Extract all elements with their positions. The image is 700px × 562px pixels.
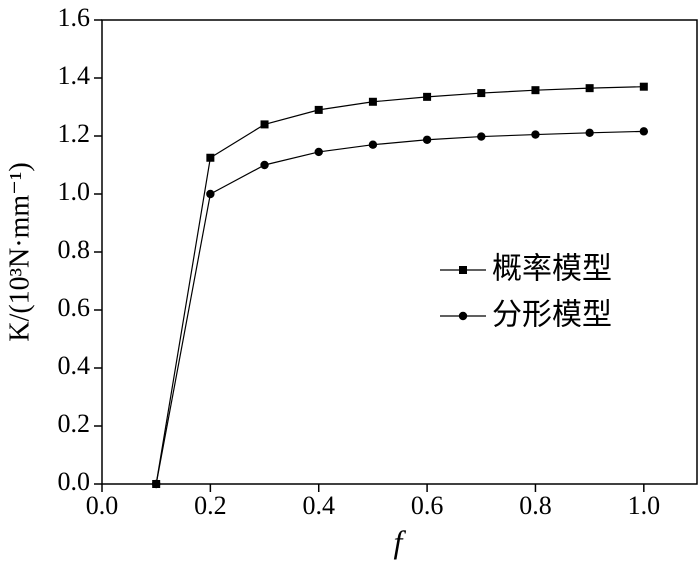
x-tick-label: 0.4 <box>302 491 335 520</box>
marker <box>639 82 648 91</box>
y-tick-label: 1.6 <box>58 3 91 32</box>
y-tick-label: 0.6 <box>58 293 91 322</box>
y-axis-label: K/(10³N·mm⁻¹) <box>4 162 35 341</box>
x-tick-label: 0.6 <box>411 491 444 520</box>
marker <box>477 132 486 141</box>
x-tick-label: 0.2 <box>194 491 227 520</box>
y-tick-label: 0.4 <box>58 351 91 380</box>
marker <box>206 153 215 162</box>
y-tick-label: 0.8 <box>58 235 91 264</box>
marker <box>531 86 540 95</box>
y-tick-label: 1.0 <box>58 177 91 206</box>
y-tick-label: 0.0 <box>58 467 91 496</box>
x-tick-label: 0.0 <box>86 491 119 520</box>
series-line <box>155 86 644 485</box>
marker <box>368 97 377 106</box>
marker <box>260 120 269 129</box>
marker <box>260 160 269 170</box>
marker <box>639 127 649 136</box>
y-tick-label: 1.2 <box>58 119 91 148</box>
x-tick-label: 0.8 <box>519 491 552 520</box>
marker <box>477 89 486 98</box>
marker <box>314 147 323 157</box>
marker <box>585 84 594 93</box>
legend-marker <box>458 311 468 321</box>
series-line <box>155 130 644 485</box>
x-tick-label: 1.0 <box>628 491 661 520</box>
marker <box>314 105 323 114</box>
marker <box>531 130 540 139</box>
marker <box>151 479 161 489</box>
marker <box>585 128 594 138</box>
marker <box>368 140 378 149</box>
legend-text: 概率模型 <box>492 252 612 287</box>
marker <box>423 92 432 101</box>
marker <box>206 189 215 199</box>
legend-marker <box>459 266 467 274</box>
legend-text: 分形模型 <box>492 298 612 333</box>
x-axis-label: f <box>394 523 407 559</box>
y-tick-label: 1.4 <box>58 61 91 90</box>
y-tick-label: 0.2 <box>58 409 91 438</box>
marker <box>422 135 432 144</box>
